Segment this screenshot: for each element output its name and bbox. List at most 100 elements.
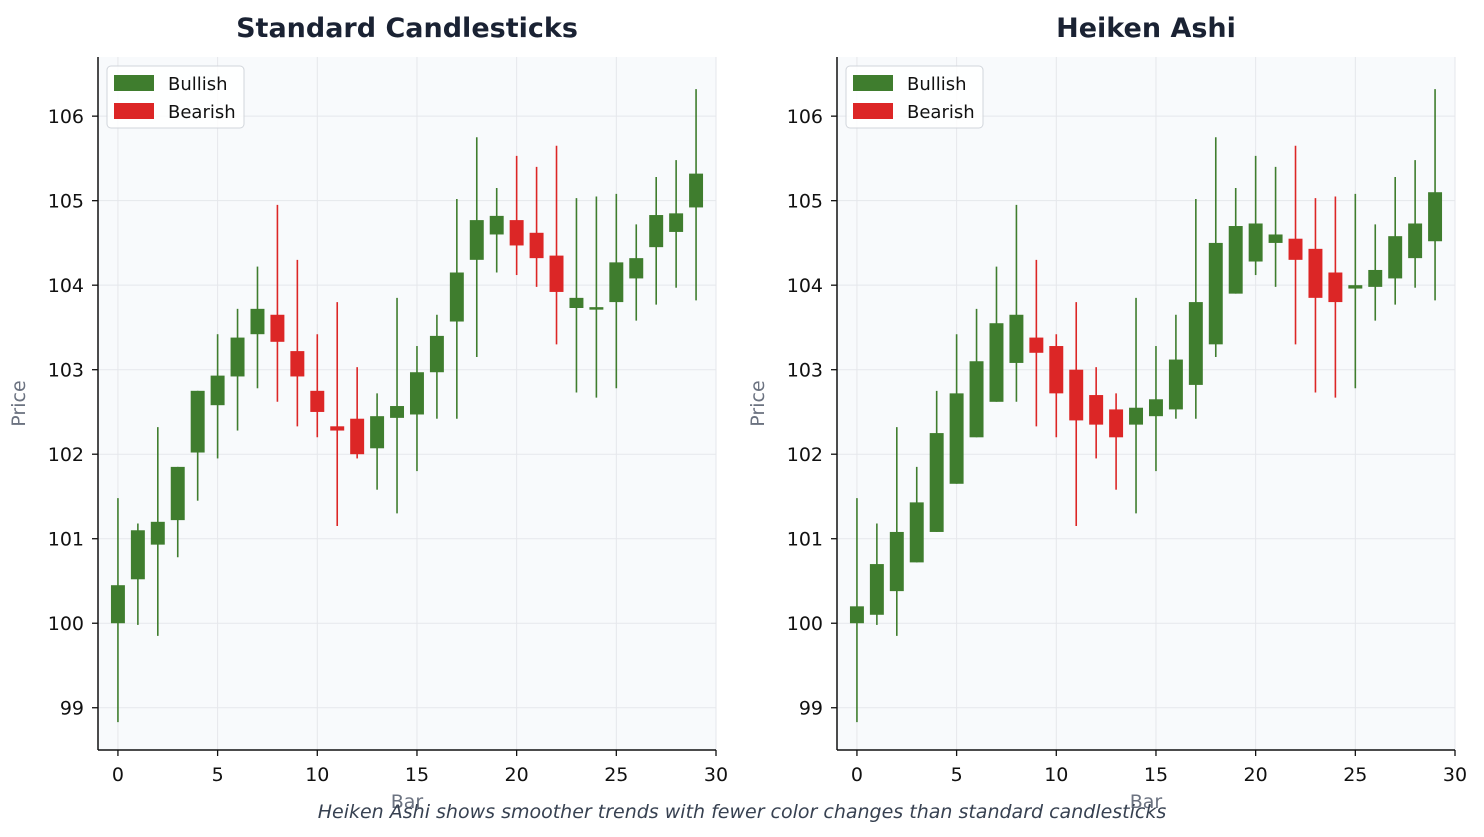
candle-body-bullish [409, 372, 424, 415]
x-axis-label: Bar [1130, 791, 1163, 813]
x-tick-label: 0 [851, 764, 863, 786]
candle-body-bullish [669, 213, 684, 232]
candle-body-bullish [1148, 399, 1163, 417]
y-tick-label: 103 [787, 360, 823, 382]
y-axis-label: Price [747, 380, 769, 426]
candle-body-bullish [1208, 242, 1223, 345]
candle-body-bullish [989, 323, 1004, 402]
chart-title: Standard Candlesticks [236, 13, 578, 44]
plot-background [837, 57, 1455, 750]
y-tick-label: 101 [787, 529, 823, 551]
candle-body-bullish [1408, 223, 1423, 259]
legend-label: Bullish [168, 74, 228, 95]
candle-body-bearish [529, 232, 544, 259]
y-tick-label: 102 [48, 444, 84, 466]
y-tick-label: 100 [787, 613, 823, 635]
candle-body-bullish [230, 337, 245, 377]
candle-body-bullish [869, 564, 884, 615]
x-tick-label: 15 [1144, 764, 1168, 786]
candle-body-bullish [929, 433, 944, 532]
candle-body-bullish [1009, 314, 1024, 363]
candle-body-bullish [889, 531, 904, 592]
candle-body-bullish [609, 262, 624, 303]
candle-body-bullish [489, 215, 504, 235]
candle-body-bullish [589, 307, 604, 310]
candle-body-bearish [1109, 409, 1124, 438]
candle-body-bullish [1428, 192, 1443, 242]
candle-body-bearish [1069, 369, 1084, 421]
y-tick-label: 105 [787, 191, 823, 213]
candle-body-bullish [469, 220, 484, 260]
candle-body-bullish [569, 297, 584, 309]
candle-body-bullish [370, 416, 385, 449]
x-tick-label: 30 [1443, 764, 1467, 786]
x-tick-label: 10 [305, 764, 329, 786]
candle-body-bullish [130, 530, 145, 580]
y-tick-label: 104 [48, 275, 84, 297]
candle-body-bullish [110, 585, 125, 624]
y-tick-label: 99 [799, 698, 823, 720]
candle-body-bullish [649, 215, 664, 248]
candle-body-bearish [509, 220, 524, 246]
candle-body-bullish [969, 361, 984, 438]
candle-body-bullish [190, 390, 205, 453]
x-tick-label: 25 [1343, 764, 1367, 786]
chart-panel-2: 0 5 10 15 20 25 30 99 100 101 102 103 104 105 106 Bar Pr… [747, 13, 1467, 813]
candle-body-bullish [210, 375, 225, 406]
x-tick-label: 20 [1244, 764, 1268, 786]
candle-body-bullish [170, 466, 185, 521]
candle-body-bullish [1188, 302, 1203, 385]
legend-label: Bullish [907, 74, 967, 95]
candle-body-bullish [849, 606, 864, 624]
candle-body-bullish [1388, 236, 1403, 279]
candle-body-bearish [1049, 346, 1064, 394]
candle-body-bearish [350, 418, 365, 455]
candle-body-bullish [909, 502, 924, 563]
x-tick-label: 30 [704, 764, 728, 786]
candle-body-bullish [449, 272, 464, 322]
y-tick-label: 103 [48, 360, 84, 382]
chart-title: Heiken Ashi [1056, 13, 1236, 44]
y-tick-label: 101 [48, 529, 84, 551]
candle-body-bullish [250, 308, 265, 335]
candle-body-bullish [949, 393, 964, 484]
candle-body-bearish [290, 351, 305, 377]
legend-swatch-bearish [853, 103, 893, 119]
x-tick-label: 10 [1044, 764, 1068, 786]
candle-body-bullish [150, 521, 165, 545]
x-tick-label: 15 [405, 764, 429, 786]
candle-body-bullish [390, 406, 405, 418]
candle-body-bullish [1368, 269, 1383, 287]
legend-swatch-bullish [114, 75, 154, 91]
legend-label: Bearish [168, 102, 236, 123]
figure-caption: Heiken Ashi shows smoother trends with f… [318, 801, 1167, 823]
candle-body-bullish [1228, 226, 1243, 294]
candle-body-bearish [1029, 337, 1044, 353]
legend-swatch-bullish [853, 75, 893, 91]
y-tick-label: 99 [60, 698, 84, 720]
x-tick-label: 0 [112, 764, 124, 786]
y-tick-label: 100 [48, 613, 84, 635]
y-tick-label: 106 [787, 106, 823, 128]
x-axis-label: Bar [391, 791, 424, 813]
y-tick-label: 105 [48, 191, 84, 213]
y-tick-label: 104 [787, 275, 823, 297]
candle-body-bullish [429, 335, 444, 373]
candle-body-bullish [1348, 285, 1363, 289]
candle-body-bearish [1288, 238, 1303, 260]
candle-body-bullish [1168, 359, 1183, 410]
x-tick-label: 5 [212, 764, 224, 786]
x-tick-label: 25 [604, 764, 628, 786]
y-tick-label: 102 [787, 444, 823, 466]
chart-panel-1: 0 5 10 15 20 25 30 99 100 101 102 103 104 105 106 Bar Pr… [8, 13, 728, 813]
candle-body-bullish [1268, 234, 1283, 243]
x-tick-label: 5 [951, 764, 963, 786]
candle-body-bearish [1308, 248, 1323, 298]
candle-body-bearish [1328, 272, 1343, 303]
candle-body-bullish [1248, 223, 1263, 262]
legend-swatch-bearish [114, 103, 154, 119]
candle-body-bearish [549, 255, 564, 292]
y-axis-label: Price [8, 380, 30, 426]
candle-body-bullish [689, 173, 704, 208]
